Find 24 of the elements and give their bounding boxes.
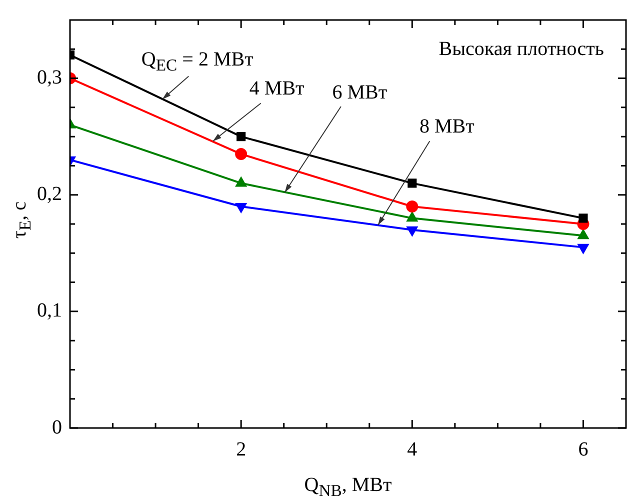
- x-tick-label: 6: [578, 438, 588, 460]
- annotation: 6 МВт: [330, 81, 390, 104]
- y-tick-label: 0: [52, 416, 62, 438]
- y-tick-label: 0,2: [37, 183, 62, 206]
- point: [236, 132, 246, 142]
- point: [406, 200, 418, 213]
- x-axis-title: Q$_{NB}$, МВт: [304, 474, 392, 501]
- annotation: Высокая плотность: [436, 38, 606, 61]
- y-tick-label: 0,1: [37, 300, 62, 322]
- point: [236, 177, 246, 187]
- point: [236, 203, 246, 213]
- x-tick-label: 4: [407, 438, 418, 460]
- y-tick-label: 0,3: [37, 66, 62, 89]
- point: [578, 244, 589, 254]
- annotation: 4 МВт: [247, 78, 306, 101]
- x-tick-label: 2: [236, 438, 246, 460]
- point: [408, 178, 417, 188]
- point: [578, 214, 588, 223]
- annotation: 8 МВт: [418, 116, 476, 139]
- point: [406, 226, 418, 236]
- point: [406, 212, 418, 222]
- point: [235, 148, 248, 160]
- point: [578, 230, 589, 240]
- annotation: Q$_{EC}$ = 2 МВт: [139, 48, 256, 76]
